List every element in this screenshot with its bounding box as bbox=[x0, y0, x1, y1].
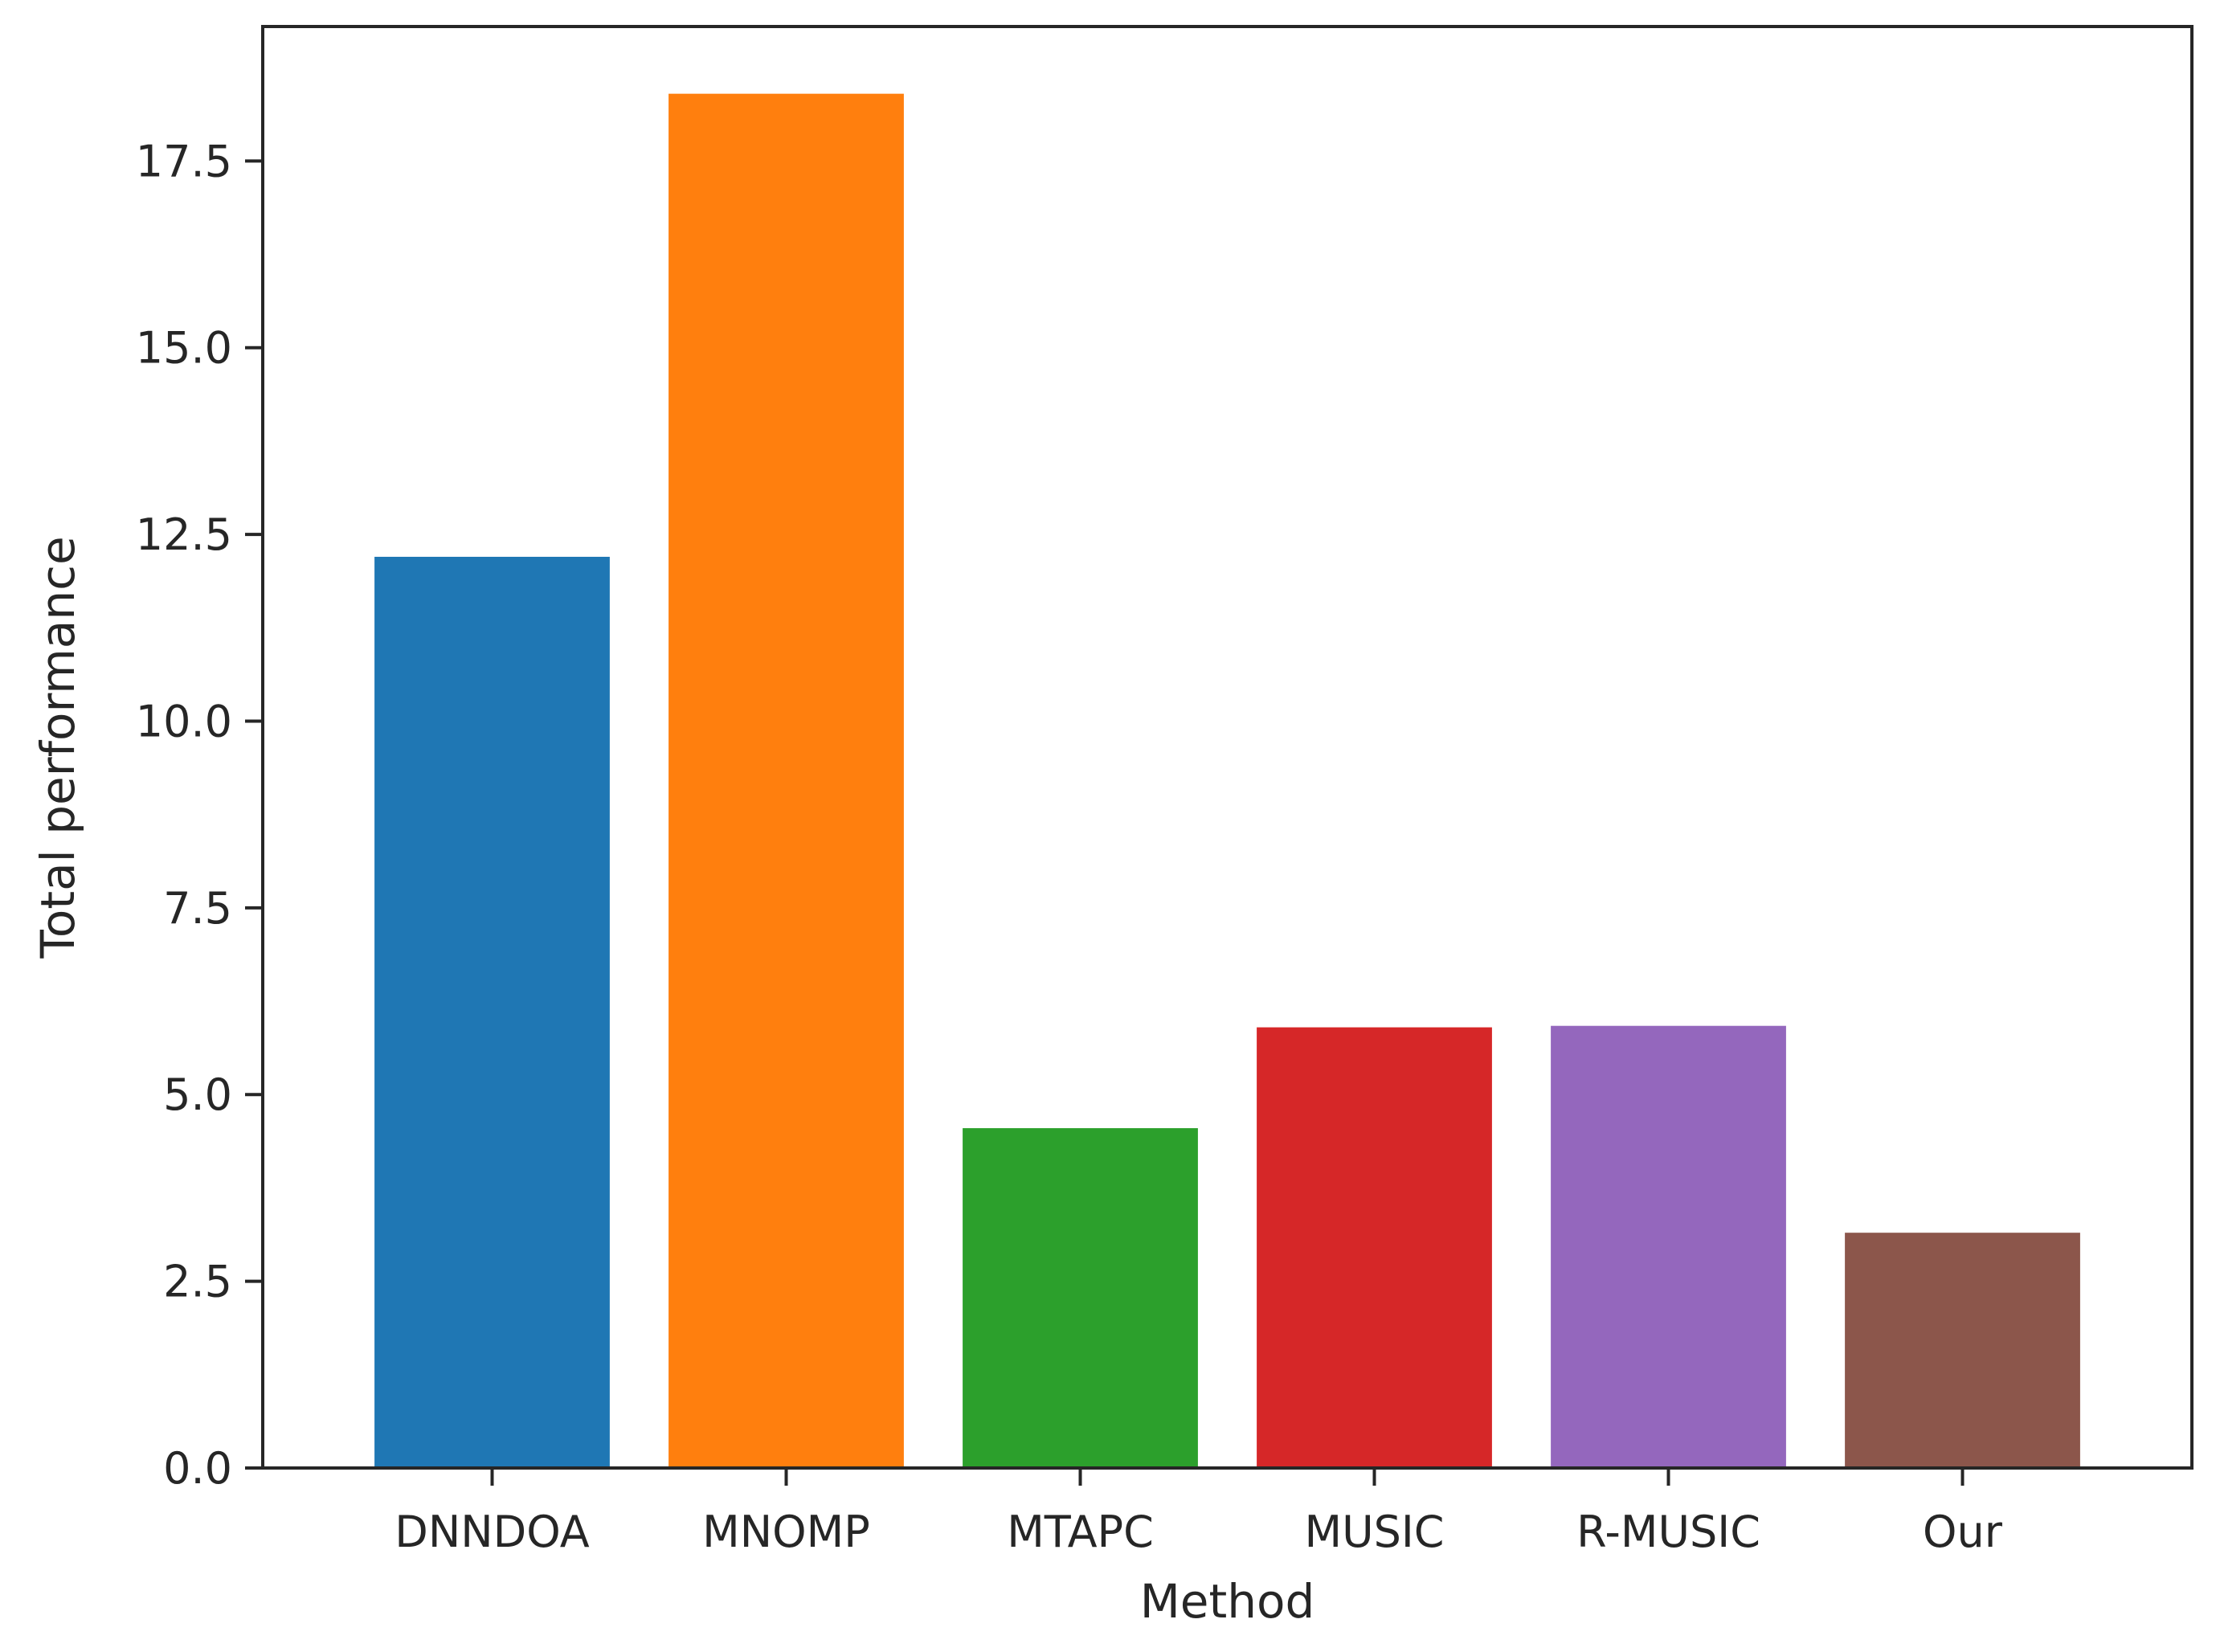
y-tick-label: 15.0 bbox=[136, 323, 232, 374]
bars-group bbox=[374, 93, 2080, 1468]
bar-mtapc bbox=[963, 1128, 1198, 1468]
x-tick-label: MNOMP bbox=[702, 1507, 870, 1557]
y-tick-label: 7.5 bbox=[163, 883, 232, 934]
bar-dnndoa bbox=[374, 556, 610, 1468]
y-tick-label: 0.0 bbox=[163, 1443, 232, 1494]
y-tick-label: 2.5 bbox=[163, 1257, 232, 1307]
bar-music bbox=[1257, 1027, 1492, 1468]
y-tick-label: 5.0 bbox=[163, 1069, 232, 1120]
x-tick-label: MTAPC bbox=[1007, 1507, 1154, 1557]
x-tick-label: DNNDOA bbox=[395, 1507, 590, 1557]
y-tick-label: 10.0 bbox=[136, 696, 232, 746]
y-tick-label: 12.5 bbox=[136, 509, 232, 560]
x-axis-label: Method bbox=[1140, 1574, 1315, 1629]
bar-mnomp bbox=[668, 93, 904, 1468]
bar-our bbox=[1845, 1233, 2080, 1468]
x-tick-label: R-MUSIC bbox=[1576, 1507, 1760, 1557]
x-tick-label: Our bbox=[1923, 1507, 2003, 1557]
y-axis-label: Total performance bbox=[31, 536, 85, 959]
bar-r-music bbox=[1551, 1025, 1786, 1468]
y-axis-ticks: 0.0 2.5 5.0 7.5 10.0 12.5 15.0 17.5 bbox=[136, 136, 263, 1494]
y-tick-label: 17.5 bbox=[136, 136, 232, 186]
x-axis-ticks: DNNDOA MNOMP MTAPC MUSIC R-MUSIC Our bbox=[395, 1468, 2003, 1557]
plot-frame bbox=[261, 25, 2194, 1470]
x-tick-label: MUSIC bbox=[1304, 1507, 1444, 1557]
